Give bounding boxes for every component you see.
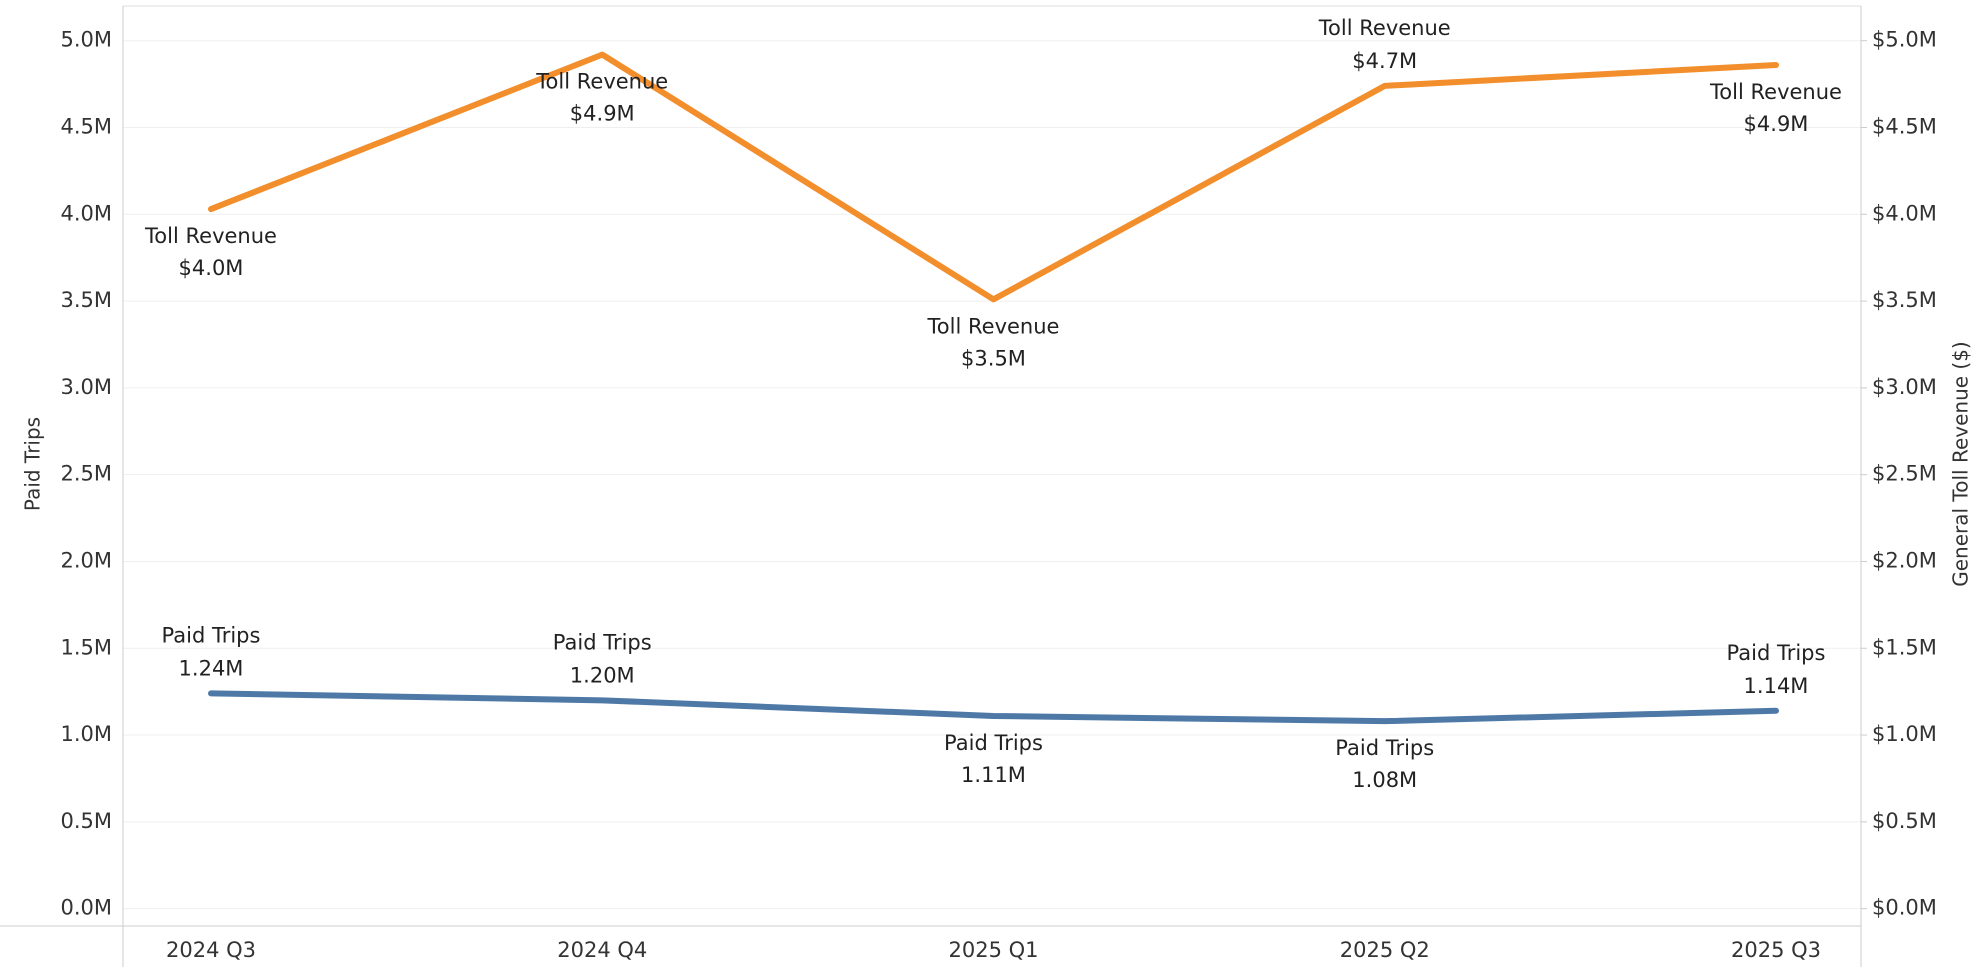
y2-tick-label: $2.0M: [1872, 548, 1937, 572]
y-tick-label: 4.0M: [60, 201, 112, 225]
y-tick-label: 4.5M: [60, 115, 112, 139]
data-label-name: Paid Trips: [1335, 736, 1434, 760]
y-axis-label: Paid Trips: [21, 417, 45, 511]
y2-tick-label: $3.0M: [1872, 375, 1937, 399]
y2-axis-label: General Toll Revenue ($): [1949, 341, 1973, 587]
y-tick-label: 5.0M: [60, 28, 112, 52]
x-tick-label: 2024 Q3: [166, 938, 256, 962]
data-label-value: $4.9M: [570, 102, 635, 126]
data-label-name: Paid Trips: [553, 630, 652, 654]
x-tick-label: 2025 Q3: [1731, 938, 1821, 962]
y2-tick-label: $0.0M: [1872, 896, 1937, 920]
data-label-name: Toll Revenue: [1318, 16, 1451, 40]
y2-tick-label: $4.5M: [1872, 115, 1937, 139]
data-label-value: 1.14M: [1744, 674, 1809, 698]
y2-tick-label: $3.5M: [1872, 288, 1937, 312]
data-label-name: Paid Trips: [944, 731, 1043, 755]
data-label-value: 1.20M: [570, 663, 635, 687]
data-label-name: Toll Revenue: [144, 224, 277, 248]
data-label-value: $4.9M: [1744, 112, 1809, 136]
y-tick-label: 2.0M: [60, 548, 112, 572]
data-label-value: $4.0M: [179, 256, 244, 280]
data-label-value: 1.11M: [961, 763, 1026, 787]
data-label-name: Toll Revenue: [1709, 80, 1842, 104]
x-tick-label: 2024 Q4: [557, 938, 647, 962]
series-line: [208, 51, 1779, 303]
data-label-value: $3.5M: [961, 346, 1026, 370]
y2-tick-label: $1.5M: [1872, 635, 1937, 659]
data-label-name: Paid Trips: [162, 623, 261, 647]
y2-tick-label: $2.5M: [1872, 462, 1937, 486]
x-tick-label: 2025 Q2: [1340, 938, 1430, 962]
y2-tick-label: $1.0M: [1872, 722, 1937, 746]
data-label-name: Toll Revenue: [927, 314, 1060, 338]
y2-tick-label: $5.0M: [1872, 28, 1937, 52]
y-tick-label: 3.0M: [60, 375, 112, 399]
x-tick-label: 2025 Q1: [948, 938, 1038, 962]
y-tick-label: 0.0M: [60, 896, 112, 920]
series-line: [208, 690, 1779, 725]
data-label-name: Paid Trips: [1727, 641, 1826, 665]
y-tick-label: 0.5M: [60, 809, 112, 833]
y-tick-label: 3.5M: [60, 288, 112, 312]
data-label-name: Toll Revenue: [535, 70, 668, 94]
y-tick-label: 2.5M: [60, 462, 112, 486]
data-label-value: $4.7M: [1352, 49, 1417, 73]
y-tick-label: 1.0M: [60, 722, 112, 746]
data-label-value: 1.24M: [179, 656, 244, 680]
data-label-value: 1.08M: [1352, 768, 1417, 792]
y2-tick-label: $0.5M: [1872, 809, 1937, 833]
y-tick-label: 1.5M: [60, 635, 112, 659]
y2-tick-label: $4.0M: [1872, 201, 1937, 225]
